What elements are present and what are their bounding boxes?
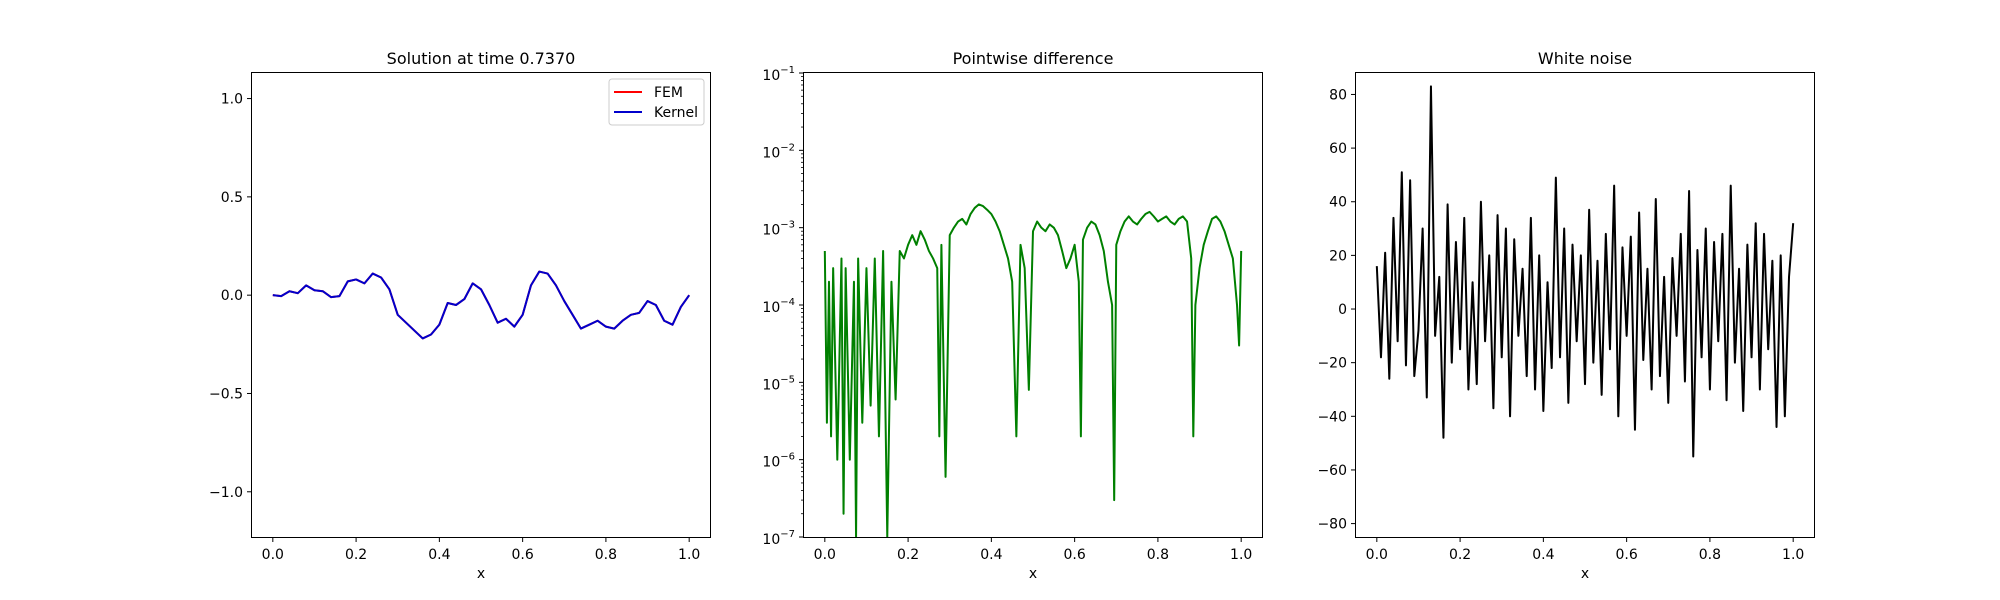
x-tick-label: 0.8	[595, 547, 617, 563]
x-tick-label: 0.0	[1366, 547, 1388, 563]
axes-frame-noise	[1355, 72, 1815, 538]
x-tick-label: 0.6	[512, 547, 534, 563]
x-tick-label: 1.0	[1782, 547, 1804, 563]
y-tick-label: 10−1	[762, 65, 795, 84]
x-tick-label: 0.0	[814, 547, 836, 563]
x-axis-label-noise: x	[1581, 566, 1589, 582]
y-tick-label: −60	[1317, 463, 1347, 479]
x-tick-label: 1.0	[1230, 547, 1252, 563]
x-axis-solution: 0.0 0.2 0.4 0.6 0.8 1.0	[262, 537, 700, 563]
y-tick-label: 0.5	[221, 190, 243, 206]
y-tick-label: 10−2	[762, 142, 795, 161]
y-tick-label: −20	[1317, 356, 1347, 372]
x-tick-label: 0.8	[1699, 547, 1721, 563]
y-tick-label: 10−5	[762, 374, 795, 393]
x-tick-label: 0.4	[428, 547, 450, 563]
legend-box	[608, 78, 705, 126]
y-tick-label: 10−7	[762, 529, 795, 548]
x-tick-label: 0.2	[1449, 547, 1471, 563]
x-tick-label: 0.8	[1147, 547, 1169, 563]
x-tick-label: 0.2	[345, 547, 367, 563]
y-axis-noise: −80 −60 −40 −20 0 20 40 60 80	[1317, 87, 1356, 533]
y-tick-label: −40	[1317, 409, 1347, 425]
axes-frame-solution	[251, 72, 711, 538]
series-line-kernel-solution	[272, 270, 690, 340]
plot-area-difference	[823, 203, 1243, 537]
panel-difference: Pointwise difference 0.0 0.2 0.4 0.6 0.8 1.0 …	[762, 49, 1263, 582]
series-line-series-0-difference	[823, 203, 1243, 537]
y-tick-label: 0	[1338, 302, 1347, 318]
x-tick-label: 0.6	[1064, 547, 1086, 563]
y-tick-label: 10−3	[762, 220, 795, 239]
y-tick-label: 10−6	[762, 452, 795, 471]
y-tick-label: 20	[1329, 248, 1347, 264]
x-axis-label-solution: x	[477, 566, 485, 582]
panel-noise: White noise 0.0 0.2 0.4 0.6 0.8 1.0 −80 −60 −40…	[1317, 49, 1815, 582]
x-axis-noise: 0.0 0.2 0.4 0.6 0.8 1.0	[1366, 537, 1804, 563]
x-axis-difference: 0.0 0.2 0.4 0.6 0.8 1.0	[814, 537, 1252, 563]
y-tick-label: −0.5	[209, 386, 243, 402]
y-tick-label: 80	[1329, 87, 1347, 103]
y-tick-label: −80	[1317, 517, 1347, 533]
legend-label-fem: FEM	[654, 85, 683, 101]
y-tick-label: 10−4	[762, 297, 795, 316]
chart-title-noise: White noise	[1538, 49, 1632, 68]
y-tick-label: 40	[1329, 195, 1347, 211]
x-tick-label: 0.4	[1532, 547, 1554, 563]
x-tick-label: 1.0	[678, 547, 700, 563]
y-tick-label: −1.0	[209, 485, 243, 501]
y-tick-label: 1.0	[221, 92, 243, 108]
x-axis-label-difference: x	[1029, 566, 1037, 582]
chart-title-difference: Pointwise difference	[953, 49, 1114, 68]
x-tick-label: 0.4	[980, 547, 1002, 563]
x-tick-label: 0.6	[1616, 547, 1638, 563]
y-tick-label: 60	[1329, 141, 1347, 157]
legend-solution: FEM Kernel	[608, 78, 705, 126]
chart-title-solution: Solution at time 0.7370	[387, 49, 576, 68]
y-tick-label: 0.0	[221, 288, 243, 304]
plot-area-noise	[1375, 85, 1795, 458]
plot-area-solution	[272, 270, 690, 340]
x-tick-label: 0.2	[897, 547, 919, 563]
x-tick-label: 0.0	[262, 547, 284, 563]
y-axis-difference: 10−7 10−6 10−5 10−4 10−3 10−2 10−1	[762, 65, 804, 548]
series-line-series-0-noise	[1375, 85, 1795, 458]
panel-solution: Solution at time 0.7370 0.0 0.2 0.4 0.6 0.8 1…	[209, 49, 711, 582]
legend-label-kernel: Kernel	[654, 105, 698, 121]
y-axis-solution: −1.0 −0.5 0.0 0.5 1.0	[209, 92, 252, 501]
